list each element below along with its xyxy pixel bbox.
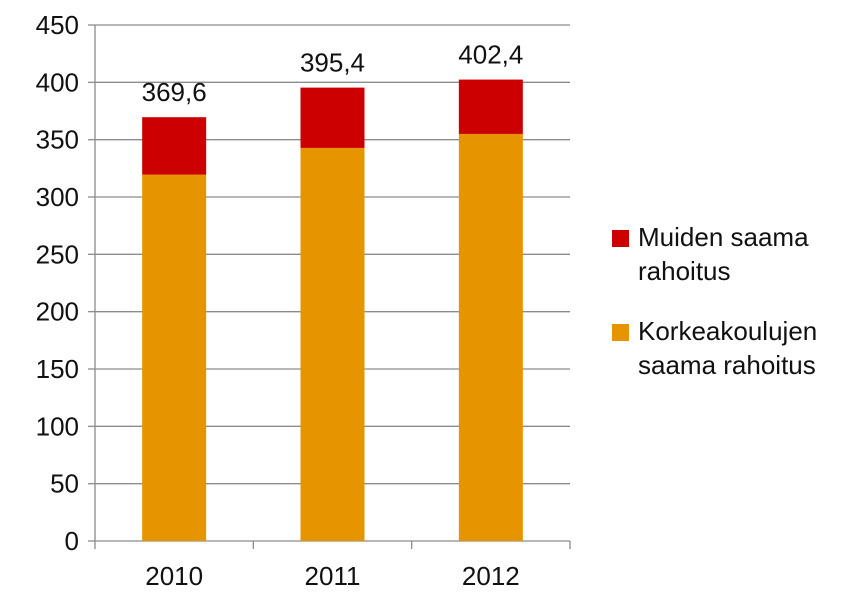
legend-label-line: Muiden saama [638, 222, 809, 252]
y-tick-label: 150 [36, 354, 79, 384]
legend-label-korkeakoulujen: Korkeakoulujen saama rahoitus [638, 314, 817, 382]
legend-label-line: Korkeakoulujen [638, 316, 818, 346]
bar-muiden [458, 79, 523, 134]
x-tick-label: 2010 [145, 561, 203, 591]
y-tick-label: 250 [36, 239, 79, 269]
legend-item-korkeakoulujen: Korkeakoulujen saama rahoitus [612, 314, 847, 382]
y-tick-label: 350 [36, 125, 79, 155]
total-data-label: 402,4 [458, 40, 523, 70]
legend-swatch-korkeakoulujen [612, 324, 629, 341]
bar-korkeakoulujen [142, 174, 207, 541]
legend-label-line: rahoitus [638, 256, 731, 286]
y-tick-label: 400 [36, 67, 79, 97]
y-tick-label: 100 [36, 411, 79, 441]
y-tick-label: 0 [65, 526, 79, 556]
bars [142, 79, 523, 541]
y-tick-label: 50 [50, 469, 79, 499]
y-tick-label: 450 [36, 10, 79, 40]
labels: 0 50 100 150 200 250 300 350 400 450 369,6 2010 395,… [36, 10, 524, 591]
bar-korkeakoulujen [300, 147, 365, 541]
legend-item-muiden: Muiden saama rahoitus [612, 220, 847, 288]
total-data-label: 395,4 [300, 48, 365, 78]
legend-label-muiden: Muiden saama rahoitus [638, 220, 809, 288]
y-tick-label: 200 [36, 297, 79, 327]
bar-muiden [142, 117, 207, 175]
y-tick-label: 300 [36, 182, 79, 212]
legend-swatch-muiden [612, 230, 629, 247]
legend: Muiden saama rahoitus Korkeakoulujen saa… [612, 220, 847, 408]
x-tick-label: 2012 [462, 561, 520, 591]
bar-muiden [300, 87, 365, 148]
total-data-label: 369,6 [142, 77, 207, 107]
legend-label-line: saama rahoitus [638, 350, 816, 380]
x-tick-label: 2011 [305, 561, 361, 591]
bar-korkeakoulujen [458, 133, 523, 541]
